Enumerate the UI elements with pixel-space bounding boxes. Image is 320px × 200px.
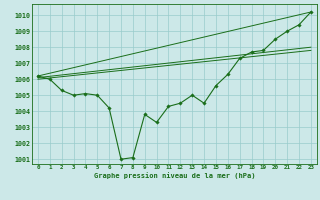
X-axis label: Graphe pression niveau de la mer (hPa): Graphe pression niveau de la mer (hPa) (94, 172, 255, 179)
